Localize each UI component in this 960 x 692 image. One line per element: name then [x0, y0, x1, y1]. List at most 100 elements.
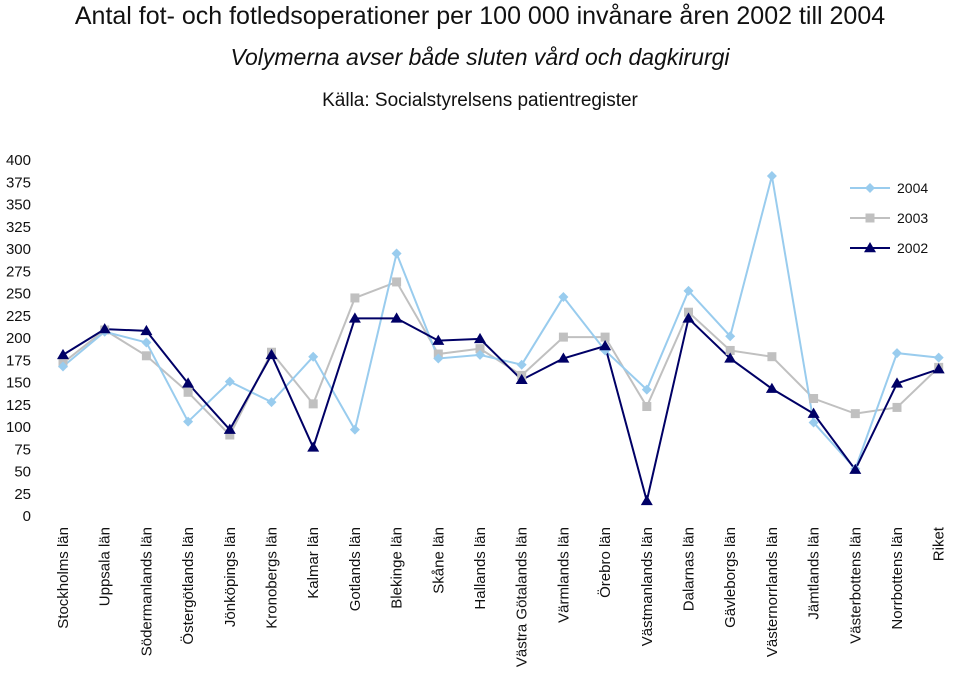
data-point-2003 — [600, 332, 610, 342]
data-point-2002 — [724, 352, 737, 363]
data-point-2004 — [308, 351, 319, 362]
y-tick-label: 100 — [6, 419, 31, 436]
chart-subtitle: Volymerna avser både sluten vård och dag… — [230, 44, 730, 70]
data-point-2004 — [808, 417, 819, 428]
legend-marker-2003 — [865, 213, 875, 223]
series-line-2003 — [62, 280, 940, 437]
x-tick-label: Värmlands län — [555, 527, 572, 623]
x-tick-label: Västernorrlands län — [764, 527, 781, 657]
y-tick-label: 175 — [6, 352, 31, 369]
x-tick-label: Östergötlands län — [179, 527, 197, 645]
y-tick-label: 200 — [6, 330, 31, 347]
legend-marker-2004 — [865, 183, 875, 193]
data-point-2002 — [807, 407, 820, 418]
x-tick-label: Västerbottens län — [847, 527, 864, 644]
data-point-2002 — [348, 312, 361, 323]
data-point-2003 — [141, 351, 151, 361]
legend-label: 2002 — [897, 240, 928, 256]
x-tick-label: Örebro län — [596, 527, 614, 598]
x-tick-label: Norrbottens län — [889, 527, 906, 630]
x-tick-label: Skåne län — [430, 527, 447, 594]
x-tick-label: Jämtlands län — [806, 527, 823, 620]
y-tick-label: 50 — [14, 464, 31, 481]
data-point-2004 — [349, 424, 360, 435]
data-point-2004 — [433, 353, 444, 364]
x-tick-label: Riket — [931, 526, 948, 561]
y-tick-label: 75 — [14, 441, 31, 458]
data-point-2004 — [58, 361, 68, 372]
data-point-2002 — [640, 494, 653, 506]
x-tick-label: Uppsala län — [97, 527, 114, 606]
data-point-2004 — [183, 416, 194, 427]
data-point-2004 — [725, 331, 736, 342]
y-tick-label: 300 — [6, 241, 31, 258]
x-tick-label: Jönköpings län — [222, 527, 239, 627]
data-point-2002 — [599, 340, 612, 351]
legend-label: 2003 — [897, 210, 928, 226]
data-point-2003 — [809, 394, 819, 404]
data-point-2003 — [850, 409, 860, 419]
x-tick-label: Kronobergs län — [264, 527, 281, 629]
data-point-2004 — [683, 285, 694, 296]
data-point-2004 — [391, 248, 402, 259]
data-point-2004 — [141, 337, 152, 348]
data-point-2003 — [350, 293, 360, 303]
y-tick-label: 250 — [6, 286, 31, 303]
x-tick-label: Västmanlands län — [639, 527, 656, 646]
y-axis: 0 25 50 75 100 125 150 175 200 225 250 275 300 325 350… — [6, 152, 31, 525]
data-point-2004 — [766, 171, 777, 182]
x-tick-label: Gotlands län — [347, 527, 364, 611]
y-tick-label: 375 — [6, 174, 31, 191]
y-tick-label: 275 — [6, 263, 31, 280]
series-lines — [62, 175, 940, 502]
data-point-2002 — [557, 352, 570, 363]
data-point-2003 — [558, 332, 568, 342]
data-point-2003 — [475, 344, 485, 354]
data-point-2003 — [308, 399, 318, 409]
legend: 2004 2003 2002 — [850, 180, 928, 256]
data-point-2003 — [392, 277, 402, 287]
x-tick-label: Södermanlands län — [138, 527, 155, 656]
data-point-2002 — [432, 334, 445, 345]
data-point-2002 — [891, 377, 903, 388]
data-point-2002 — [932, 363, 945, 374]
data-point-2003 — [642, 402, 652, 412]
x-tick-label: Gävleborgs län — [722, 527, 739, 628]
y-tick-label: 350 — [6, 197, 31, 214]
data-point-2004 — [933, 352, 944, 363]
data-point-2004 — [558, 292, 569, 303]
y-tick-label: 225 — [6, 308, 31, 325]
data-point-2002 — [57, 348, 69, 360]
series-markers — [57, 171, 945, 506]
data-point-2004 — [892, 348, 902, 359]
data-point-2002 — [765, 382, 778, 393]
series-line-2002 — [62, 316, 940, 502]
data-point-2002 — [98, 323, 111, 334]
data-point-2003 — [725, 345, 735, 355]
legend-marker-2002 — [864, 242, 876, 253]
x-tick-label: Blekinge län — [389, 527, 406, 609]
x-tick-label: Dalarnas län — [681, 527, 698, 611]
y-tick-label: 400 — [6, 152, 31, 169]
chart-source: Källa: Socialstyrelsens patientregister — [322, 90, 638, 111]
x-tick-label: Västra Götalands län — [514, 527, 531, 667]
x-tick-label: Stockholms län — [55, 527, 72, 629]
data-point-2002 — [182, 377, 195, 388]
data-point-2003 — [225, 430, 235, 440]
data-point-2002 — [265, 348, 278, 360]
data-point-2004 — [641, 384, 652, 395]
x-axis: Stockholms län Uppsala län Södermanlands l… — [55, 526, 948, 667]
data-point-2004 — [475, 349, 485, 360]
series-line-2004 — [62, 175, 939, 471]
data-point-2003 — [892, 402, 902, 412]
data-point-2003 — [183, 387, 193, 397]
legend-label: 2004 — [897, 180, 928, 196]
chart-title: Antal fot- och fotledsoperationer per 10… — [74, 2, 886, 30]
data-point-2004 — [224, 376, 235, 387]
data-point-2002 — [390, 312, 403, 323]
data-point-2002 — [307, 441, 320, 452]
data-point-2002 — [474, 332, 486, 344]
data-point-2004 — [266, 397, 277, 408]
data-point-2004 — [516, 359, 527, 370]
data-point-2002 — [515, 373, 528, 385]
